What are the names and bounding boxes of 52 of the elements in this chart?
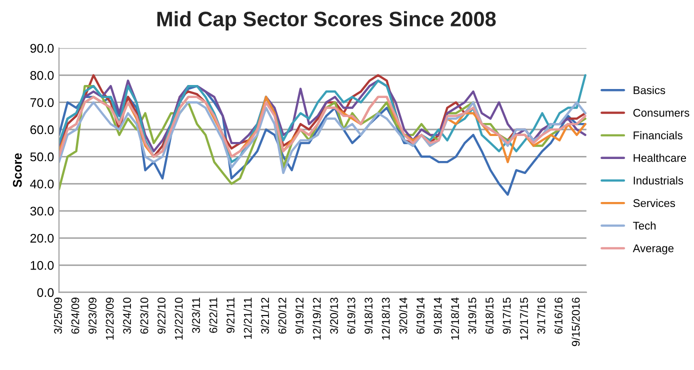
x-tick-label: 6/16/16 [554, 298, 562, 334]
x-tick-label: 12/23/09 [106, 298, 114, 340]
x-tick-label: 9/21/11 [226, 298, 234, 333]
x-tick-label: 6/20/12 [278, 298, 286, 334]
x-tick-label: 12/21/11 [244, 298, 252, 339]
y-tick-label: 0.0 [37, 288, 54, 297]
x-tick-label: 3/25/09 [54, 298, 62, 334]
y-tick-label: 50.0 [30, 152, 54, 162]
x-tick-label: 9/18/14 [434, 297, 442, 334]
legend-label: Average [632, 244, 674, 254]
y-tick-label: 80.0 [30, 71, 54, 80]
legend-label: Tech [633, 221, 656, 230]
x-tick-label: 3/24/10 [122, 298, 131, 334]
x-tick-label: 9/22/10 [157, 298, 166, 334]
legend-label: Services [633, 198, 676, 208]
x-tick-label: 3/19/15 [468, 298, 476, 334]
legend-label: Consumers [633, 108, 690, 117]
y-axis-title: Score [12, 153, 22, 188]
x-tick-label: 3/21/12 [260, 298, 270, 334]
x-tick-label: 3/17/16 [537, 298, 546, 334]
x-tick-label: 6/18/15 [485, 298, 494, 334]
x-tick-label: 3/23/11 [192, 298, 200, 333]
x-tick-label: 6/24/09 [71, 298, 80, 334]
x-tick-label: 6/19/13 [347, 298, 356, 334]
x-tick-label: 12/18/14 [450, 297, 459, 340]
x-tick-label: 12/17/15 [520, 298, 528, 340]
x-tick-label: 3/20/13 [330, 298, 338, 334]
y-tick-label: 90.0 [30, 44, 54, 53]
legend-label: Basics [634, 86, 666, 94]
line-series [58, 101, 586, 174]
x-tick-label: 12/18/13 [382, 298, 390, 340]
y-tick-label: 60.0 [30, 125, 54, 134]
x-tick-label: 6/22/11 [209, 298, 218, 333]
x-tick-label: 9/15/2016 [572, 298, 580, 346]
y-tick-label: 40.0 [30, 180, 54, 188]
legend-label: Healthcare [634, 154, 686, 162]
x-tick-label: 9/19/12 [295, 298, 304, 334]
chart-title: Mid Cap Sector Scores Since 2008 [157, 11, 496, 31]
x-tick-label: 9/23/09 [88, 298, 96, 334]
legend-label: Financials [634, 131, 682, 140]
y-tick-label: 20.0 [30, 234, 54, 243]
x-tick-label: 6/23/10 [140, 298, 148, 334]
x-tick-label: 6/19/14 [416, 297, 424, 334]
y-tick-label: 70.0 [30, 98, 54, 108]
y-tick-label: 10.0 [30, 260, 54, 270]
x-tick-label: 12/19/12 [312, 298, 321, 340]
x-tick-label: 12/22/10 [174, 298, 183, 340]
legend-label: Industrials [634, 176, 684, 184]
x-tick-label: 9/17/15 [502, 298, 511, 334]
x-tick-label: 3/20/14 [399, 297, 408, 334]
y-tick-label: 30.0 [30, 206, 54, 216]
x-tick-label: 9/18/13 [364, 298, 373, 334]
